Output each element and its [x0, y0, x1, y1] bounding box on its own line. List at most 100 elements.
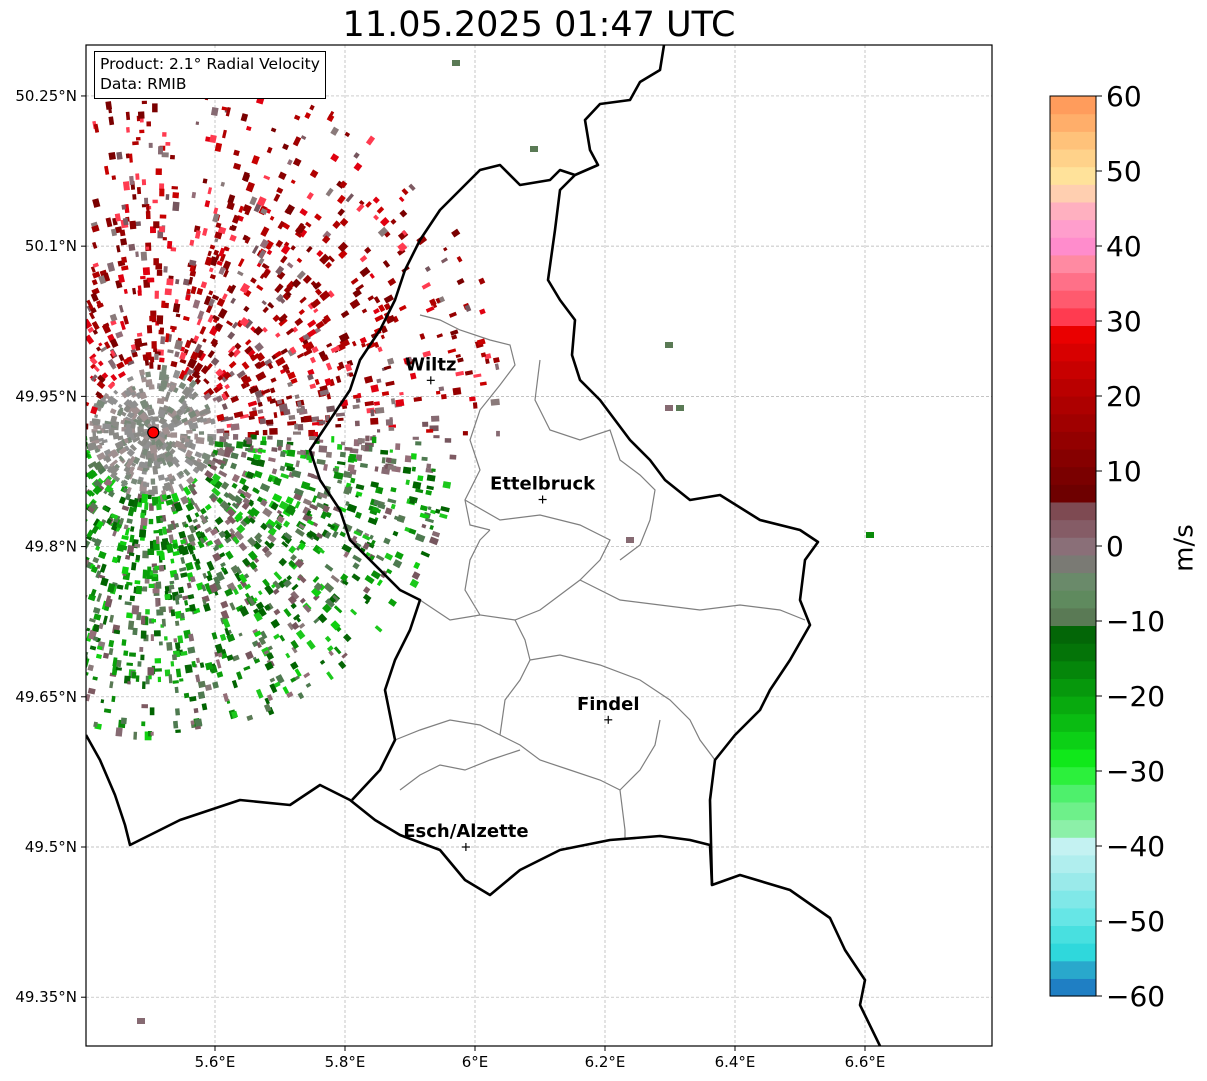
radar-echo-pixel	[216, 428, 225, 434]
radar-echo-pixel	[222, 371, 232, 380]
radar-echo-pixel	[147, 667, 155, 676]
radar-echo-pixel	[238, 542, 248, 552]
colorbar-cell	[1050, 466, 1096, 485]
radar-echo-pixel	[443, 246, 448, 252]
radar-echo-pixel	[404, 526, 411, 533]
radar-echo-pixel	[125, 486, 132, 496]
radar-echo-pixel	[148, 583, 155, 588]
radar-echo-pixel	[288, 560, 297, 568]
radar-echo-pixel	[202, 602, 211, 612]
radar-echo-pixel	[326, 342, 333, 348]
radar-echo-pixel	[145, 246, 150, 250]
radar-echo-pixel	[237, 583, 244, 591]
radar-echo-pixel	[243, 573, 250, 579]
radar-echo-pixel	[195, 462, 206, 473]
radar-echo-pixel	[120, 238, 128, 246]
radar-echo-pixel	[150, 439, 156, 446]
radar-echo-pixel	[210, 107, 219, 117]
radar-echo-pixel	[123, 288, 128, 294]
radar-echo-pixel	[390, 218, 397, 225]
radar-echo-pixel	[113, 629, 121, 635]
radar-echo-pixel	[327, 255, 335, 263]
radar-echo-pixel	[137, 661, 142, 667]
radar-echo-pixel	[365, 135, 376, 146]
radar-echo-pixel	[214, 142, 223, 153]
radar-echo-pixel	[217, 375, 224, 381]
radar-echo-pixel	[250, 434, 257, 440]
radar-echo-pixel	[122, 181, 130, 191]
radar-echo-pixel	[288, 545, 297, 554]
radar-echo-pixel	[108, 395, 119, 405]
colorbar-cell	[1050, 96, 1096, 115]
radar-echo-pixel	[163, 266, 168, 273]
radar-echo-pixel	[335, 412, 346, 417]
radar-echo-pixel	[343, 551, 350, 558]
radar-echo-pixel	[188, 633, 195, 642]
radar-echo-pixel	[192, 299, 201, 309]
radar-echo-pixel	[241, 171, 250, 182]
radar-echo-pixel	[240, 382, 248, 390]
colorbar-tick-label: 40	[1106, 230, 1142, 263]
radar-echo-pixel	[309, 356, 316, 364]
radar-echo-pixel	[123, 524, 129, 530]
radar-echo-pixel	[182, 315, 190, 322]
radar-echo-pixel	[319, 253, 331, 265]
radar-echo-pixel	[182, 468, 191, 477]
radar-echo-pixel	[203, 295, 212, 306]
radar-echo-pixel	[235, 604, 245, 613]
radar-echo-pixel	[259, 482, 271, 493]
radar-echo-pixel	[377, 487, 383, 494]
radar-echo-pixel	[284, 506, 296, 516]
colorbar-cell	[1050, 837, 1096, 856]
radar-echo-pixel	[370, 409, 375, 417]
radar-echo-pixel	[190, 351, 200, 361]
radar-echo-pixel	[215, 323, 222, 330]
radar-echo-pixel	[314, 213, 322, 221]
radar-echo-pixel	[319, 659, 326, 665]
radar-echo-pixel	[159, 214, 167, 219]
radar-echo-pixel	[401, 230, 408, 236]
radar-echo-pixel	[384, 552, 394, 561]
radar-echo-pixel	[362, 586, 371, 594]
radar-echo-pixel	[324, 531, 332, 539]
radar-echo-pixel	[199, 352, 207, 362]
radar-echo-pixel	[107, 490, 115, 498]
radar-echo-pixel	[307, 368, 315, 376]
radar-echo-pixel	[278, 557, 288, 567]
radar-echo-pixel	[355, 283, 365, 292]
radar-echo-pixel	[95, 346, 102, 352]
radar-echo-pixel	[93, 460, 103, 471]
radar-echo-pixel	[230, 224, 237, 232]
radar-echo-pixel	[219, 462, 226, 470]
radar-echo-pixel	[254, 342, 264, 352]
radar-echo-pixel	[92, 198, 101, 208]
radar-echo-pixel	[415, 488, 424, 494]
radar-echo-pixel	[226, 201, 235, 211]
lon-tick-label: 6.4°E	[715, 1053, 756, 1071]
radar-echo-pixel	[120, 479, 128, 488]
radar-echo-pixel	[92, 556, 100, 564]
colorbar-cells	[1050, 96, 1096, 997]
radar-echo-pixel	[239, 282, 251, 294]
radar-echo-pixel	[193, 708, 199, 714]
radar-echo-pixel	[116, 584, 124, 590]
radar-echo-pixel	[149, 707, 155, 716]
radar-echo-pixel	[141, 493, 149, 504]
radar-echo-pixel	[272, 588, 280, 595]
radar-echo-pixel	[139, 129, 145, 134]
radar-echo-pixel	[336, 626, 342, 633]
chart-title: 11.05.2025 01:47 UTC	[342, 5, 736, 45]
radar-echo-pixel	[109, 408, 117, 415]
colorbar-cell	[1050, 166, 1096, 185]
radar-echo-pixel	[92, 271, 101, 279]
colorbar-cell	[1050, 713, 1096, 732]
radar-echo-pixel	[150, 478, 156, 485]
radar-echo-pixel	[219, 633, 227, 642]
colorbar-tick-label: 10	[1106, 455, 1142, 488]
radar-echo-pixel	[254, 532, 263, 541]
radar-echo-pixel	[145, 211, 151, 220]
radar-echo-pixel	[195, 531, 204, 538]
radar-echo-pixel	[159, 606, 166, 613]
radar-echo-pixel	[303, 672, 311, 679]
radar-echo-pixel	[345, 193, 354, 203]
